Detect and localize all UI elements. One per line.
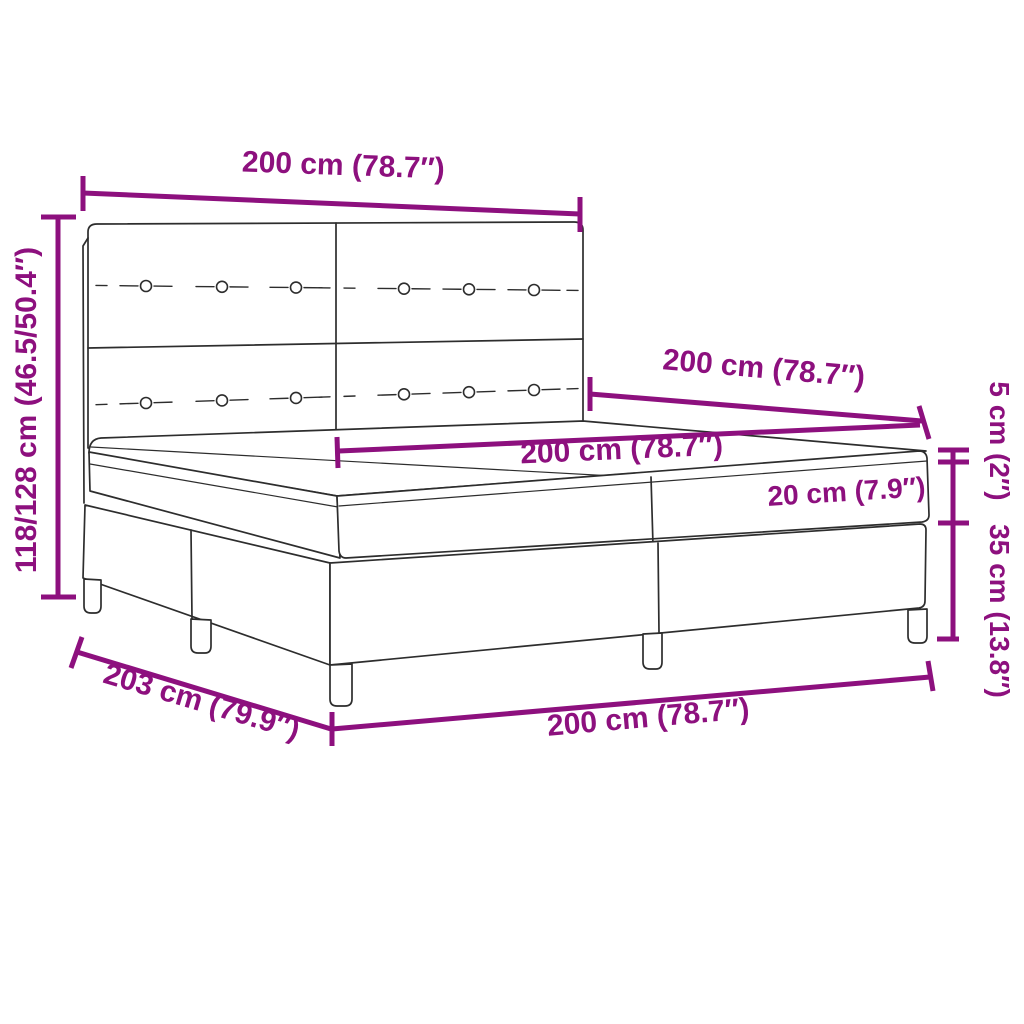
headboard-side-edge [82, 237, 89, 504]
tufting-stitch-line [229, 398, 249, 401]
dimension-tick [68, 636, 85, 669]
tufting-button [289, 281, 303, 294]
dimension-tick [334, 436, 341, 469]
dimension-line [76, 649, 332, 732]
tufting-button [289, 391, 303, 405]
tufting-stitch-line [269, 397, 289, 400]
tufting-button [397, 388, 411, 401]
dimension-label: 203 cm (79.9″) [100, 657, 304, 746]
tufting-button [527, 383, 541, 397]
dimension-label: 35 cm (13.8″) [984, 524, 1015, 698]
legs [83, 578, 928, 707]
bed-leg [907, 608, 928, 644]
tufting-stitch-line [195, 400, 215, 403]
mattress-foot-divider [650, 476, 654, 546]
dimension-tick [925, 660, 936, 692]
tufting-stitch-line [153, 401, 173, 404]
bed-drawing [82, 221, 930, 707]
base-foot-face [329, 523, 927, 666]
mattress [88, 420, 930, 559]
tufting-button [215, 280, 229, 294]
tufting-button [139, 279, 153, 293]
headboard [82, 221, 584, 504]
mattress-top-surface [88, 420, 927, 497]
tufting-button [139, 396, 153, 410]
tufting-stitch-line [119, 402, 139, 405]
tufting-button [215, 394, 229, 407]
dim-right-bracket: 5 cm (2″) 35 cm (13.8″) [937, 381, 1015, 698]
dimension-line [82, 190, 581, 217]
mattress-top-split-seam [90, 446, 650, 479]
tufting-button [462, 283, 476, 296]
tufting-stitch-line [442, 391, 462, 394]
dim-base-width: 200 cm (78.7″) [331, 660, 936, 743]
dimension-label: 200 cm (78.7″) [241, 145, 445, 185]
mattress-left-topper-seam [89, 463, 339, 508]
dimension-label: 5 cm (2″) [984, 381, 1015, 500]
dimension-label: 118/128 cm (46.5/50.4″) [10, 247, 43, 573]
bed-leg [190, 618, 212, 654]
dim-bed-height-range: 118/128 cm (46.5/50.4″) [10, 214, 76, 600]
mattress-foot-topper-seam [338, 460, 928, 507]
dimension-line [331, 674, 931, 732]
tufting-stitch-line [377, 393, 397, 396]
tufting-stitch-line [303, 396, 323, 399]
base-foot-divider [657, 542, 660, 634]
tufting-button [527, 283, 541, 297]
dimension-line [338, 422, 921, 454]
dimension-line [589, 391, 923, 424]
base-frame [82, 504, 927, 666]
tufting-stitch-line [411, 392, 431, 395]
headboard-tufting-buttons [95, 279, 579, 410]
bed-leg [329, 663, 353, 707]
base-left-divider [190, 529, 193, 620]
mattress-left-face [88, 451, 341, 559]
headboard-horizontal-divider [87, 338, 584, 349]
tufting-stitch-line [541, 388, 561, 391]
bed-leg [642, 632, 663, 670]
dim-headboard-width: 200 cm (78.7″) [80, 145, 583, 232]
dimension-label: 200 cm (78.7″) [661, 343, 866, 394]
tufting-stitch-line [507, 389, 527, 392]
mattress-foot-face [336, 450, 930, 559]
tufting-button [462, 385, 476, 399]
dimension-tick [916, 405, 932, 440]
bed-leg [83, 578, 102, 614]
tufting-button [397, 282, 411, 295]
tufting-stitch-line [476, 390, 496, 393]
